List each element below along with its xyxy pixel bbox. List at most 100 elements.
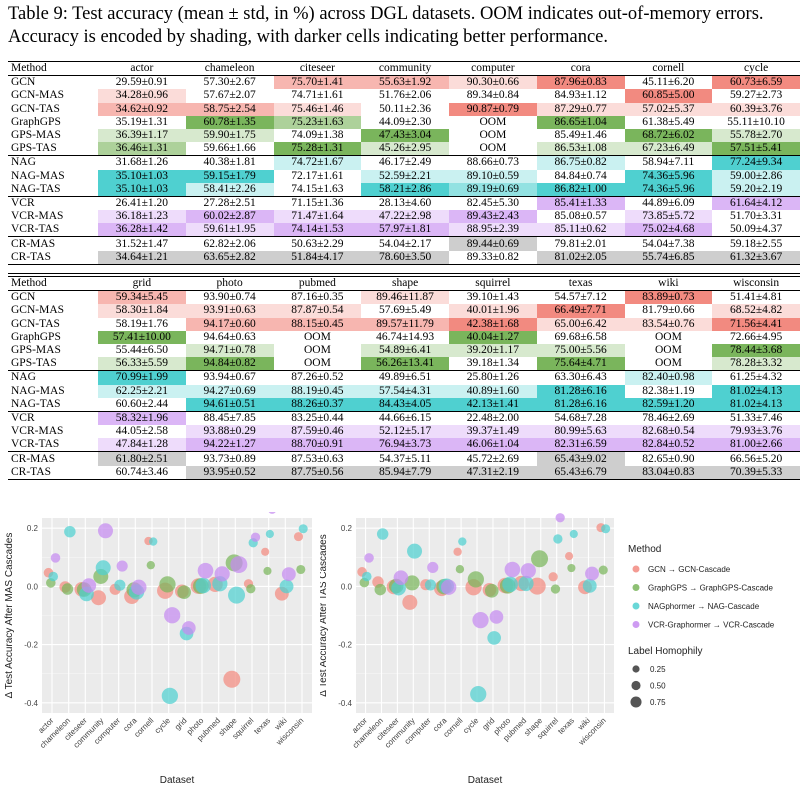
table-row: VCR-TAS 36.28±1.42 59.61±1.95 74.14±1.53 57.… [8,223,800,237]
accuracy-cell: 28.13±4.60 [378,196,432,209]
accuracy-cell: 61.25±4.32 [729,371,783,384]
accuracy-cell: 36.39±1.17 [98,128,186,143]
accuracy-cell: 59.66±1.66 [203,142,256,155]
accuracy-cell: 59.18±2.55 [729,237,783,250]
data-point-nag [470,685,487,703]
method-cell: GPS-TAS [11,142,57,155]
accuracy-cell: 88.15±0.45 [273,317,362,331]
accuracy-cell: 93.95±0.52 [185,465,274,480]
x-tick-label: texas [556,716,576,736]
x-tick-label: texas [252,716,272,736]
accuracy-cell: 71.15±1.36 [291,196,344,209]
table-row: CR-MAS 31.52±1.47 62.82±2.06 50.63±2.29 54.0… [8,236,800,251]
data-point-nag [569,529,578,539]
data-point-graphgps [598,565,608,575]
accuracy-cell: 40.38±1.81 [203,156,256,169]
accuracy-cell: 72.66±4.95 [729,330,783,343]
accuracy-cell: 86.65±1.04 [536,115,625,129]
table-row: GPS-MAS 55.44±6.50 94.71±0.78 OOM 54.89±6.41… [8,343,800,358]
accuracy-cell: 34.28±0.96 [98,89,186,103]
accuracy-cell: 62.82±2.06 [203,237,256,250]
table-row: GCN 29.59±0.91 57.30±2.67 75.70±1.41 55.63±1… [8,75,800,90]
accuracy-cell: 26.41±1.20 [115,196,169,209]
data-point-graphgps [246,584,256,594]
data-point-nag [279,579,294,594]
legend-size-swatch [630,696,642,708]
data-point-vcr [182,621,196,635]
data-point-gcn [293,532,304,542]
accuracy-cell: 79.81±2.01 [554,237,607,250]
accuracy-cell: 22.48±2.00 [466,411,520,424]
accuracy-cell: 57.54±4.31 [361,384,449,398]
accuracy-cell: 35.19±1.31 [115,115,169,128]
accuracy-cell: 44.05±2.58 [115,425,169,438]
table-row: GCN-MAS 34.28±0.96 57.67±2.07 74.71±1.61 51.… [8,89,800,103]
accuracy-cell: 81.02±2.05 [536,250,625,265]
table-row: NAG 31.68±1.26 40.38±1.81 74.72±1.67 46.17±2… [8,155,800,170]
data-point-vcr [81,578,97,593]
accuracy-cell: 79.93±3.76 [712,425,800,439]
accuracy-cell: OOM [654,357,682,370]
accuracy-cell: 59.00±2.86 [712,169,800,183]
accuracy-cell: 94.27±0.69 [185,384,274,398]
method-cell: GCN-TAS [11,317,60,330]
legend-label-gcn: GCN → GCN-Cascade [648,565,731,574]
x-tick-label: cornell [132,716,155,739]
data-point-vcr [489,610,504,624]
method-cell: NAG [11,156,36,169]
accuracy-cell: 89.57±11.79 [361,317,449,331]
accuracy-cell: 51.41±4.81 [729,291,783,304]
table-row: GraphGPS 35.19±1.31 60.78±1.35 75.23±1.63 44… [8,115,800,129]
accuracy-cell: 39.20±1.17 [449,343,537,358]
accuracy-cell: 39.10±1.43 [466,291,520,304]
y-tick-label: -0.2 [24,641,38,650]
accuracy-cell: OOM [654,344,682,357]
data-point-vcr [520,563,536,579]
accuracy-cell: 60.78±1.35 [185,115,274,129]
data-point-graphgps [467,571,484,588]
accuracy-cell: 85.94±7.79 [361,465,449,480]
accuracy-cell: 78.60±3.50 [361,250,449,265]
accuracy-cell: 57.02±5.37 [624,102,713,116]
accuracy-cell: 60.85±5.00 [624,89,713,103]
data-point-graphgps [296,564,306,575]
legend-size-swatch [632,665,640,673]
accuracy-cell: 73.85±5.72 [624,210,713,224]
data-point-graphgps [61,583,74,595]
accuracy-cell: 54.57±7.12 [554,291,607,304]
data-point-vcr [441,579,457,595]
accuracy-cell: 47.31±2.19 [449,465,537,480]
accuracy-cell: 58.19±1.76 [115,317,169,330]
accuracy-cell: 90.87±0.79 [449,102,537,116]
method-cell: VCR-MAS [11,425,64,438]
data-point-nag [361,571,372,582]
accuracy-cell: 78.28±3.32 [712,357,800,371]
data-point-graphgps [404,575,420,591]
data-point-graphgps [263,566,272,576]
accuracy-cell: 59.34±5.45 [98,290,186,305]
data-point-nag [114,579,126,591]
table-row: GCN 59.34±5.45 93.90±0.74 87.16±0.35 89.46±1… [8,290,800,305]
accuracy-cell: 65.43±9.02 [536,451,625,466]
accuracy-cell: 81.28±6.16 [536,384,625,398]
legend-swatch-graphgps [632,584,640,591]
dataset-header-pubmed: pubmed [298,277,336,290]
accuracy-cell: 88.95±2.39 [449,223,537,237]
legend-title-homophily: Label Homophily [628,646,703,657]
accuracy-cell: 56.26±13.41 [361,357,449,371]
accuracy-cell: 81.28±6.16 [536,397,625,412]
table-row: VCR-TAS 47.84±1.28 94.22±1.27 88.70±0.91 76.… [8,438,800,452]
tas-delta-scatter: -0.4-0.20.00.2actorchameleonciteseercomm… [320,513,614,786]
accuracy-cell: 45.11±6.20 [642,76,695,89]
accuracy-cell: 55.63±1.92 [361,75,449,90]
accuracy-cell: 52.12±5.17 [361,425,449,439]
dataset-header-squirrel: squirrel [475,277,511,290]
data-point-nag [376,528,389,540]
accuracy-cell: 36.46±1.31 [98,142,186,156]
accuracy-cell: 87.96±0.83 [536,75,625,90]
accuracy-cell: 93.73±0.89 [203,452,256,465]
data-point-nag [502,576,518,593]
accuracy-cell: 59.90±1.75 [185,128,274,143]
method-cell: GCN [11,76,36,89]
legend-label-graphgps: GraphGPS → GraphGPS-Cascade [648,584,773,593]
